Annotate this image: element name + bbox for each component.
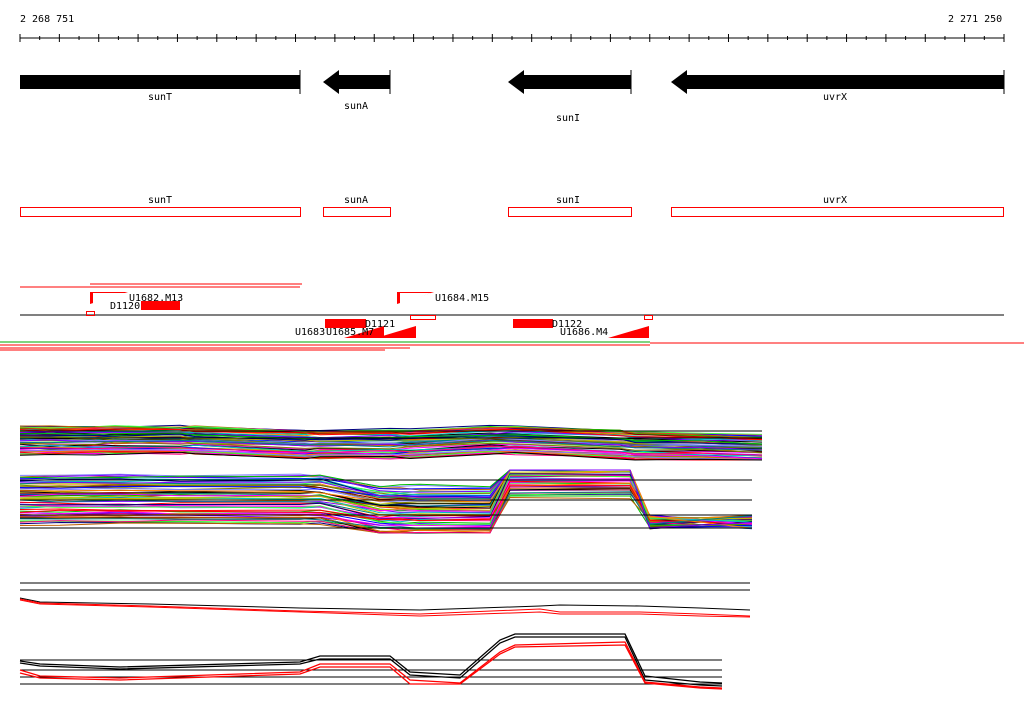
feature-label-U1683: U1683 [295, 327, 326, 338]
gene-label-sunA: sunA [344, 101, 369, 112]
feature-triangle [376, 326, 416, 338]
feature-block-D1120 [141, 301, 180, 310]
feature-label-D1120: D1120 [110, 301, 141, 312]
profile-line [19, 448, 763, 461]
gene-model-track [20, 207, 1004, 217]
gene-model-box-sunI [508, 207, 632, 217]
feature-label-U1684-M15: U1684.M15 [435, 293, 490, 304]
gene-label-sunI: sunI [556, 113, 581, 124]
profile-line [19, 433, 763, 445]
gene-arrow-sunT [20, 75, 300, 89]
profile-line [19, 482, 753, 533]
feature-label-D1122: D1122 [552, 319, 583, 330]
ruler-start-coordinate: 2 268 751 [20, 14, 75, 25]
gene-label-uvrX: uvrX [823, 92, 848, 103]
feature-bracket [325, 319, 334, 324]
gene-model-label-sunI: sunI [556, 195, 581, 206]
profile-line [19, 474, 753, 526]
feature-block-D1122 [513, 319, 553, 328]
feature-triangle-inner [93, 293, 126, 306]
profile-line [19, 439, 763, 451]
profile-line [19, 485, 753, 525]
profile-line [19, 487, 753, 533]
profile-line [19, 445, 763, 456]
profile-line [19, 428, 763, 441]
expression-profile-panel-4 [19, 633, 723, 690]
feature-triangle [608, 326, 649, 338]
gene-arrow-sunI [508, 70, 631, 94]
gene-model-box-sunT [20, 207, 301, 217]
feature-label-D1121: D1121 [365, 319, 396, 330]
profile-line [19, 451, 762, 461]
profile-line [19, 474, 753, 525]
feature-bracket [644, 315, 653, 320]
profile-line [19, 644, 723, 690]
profile-line [19, 485, 753, 526]
profile-line [19, 437, 763, 449]
gene-model-box-uvrX [671, 207, 1004, 217]
feature-label-U1686-M4: U1686.M4 [560, 327, 609, 338]
profile-line [19, 437, 763, 447]
profile-line [19, 478, 753, 524]
gene-model-label-sunT: sunT [148, 195, 173, 206]
gene-arrow-sunA [323, 70, 390, 94]
feature-track [0, 283, 1024, 351]
expression-profile-panel-2 [19, 469, 753, 534]
profile-line [19, 469, 753, 529]
feature-label-U1685-M7: U1685.M7 [326, 327, 375, 338]
feature-triangle-inner [400, 293, 431, 304]
profile-line [19, 443, 763, 453]
profile-line [19, 470, 753, 526]
profile-line [19, 473, 753, 529]
expression-profile-panel-3 [19, 582, 751, 618]
coordinate-ruler [19, 34, 1005, 42]
profile-line [19, 444, 763, 457]
feature-bracket [86, 311, 95, 316]
gene-model-box-sunA [323, 207, 391, 217]
profile-line [19, 426, 763, 439]
profile-line [19, 451, 763, 461]
ruler-end-coordinate: 2 271 250 [948, 14, 1003, 25]
profile-line [19, 633, 723, 684]
gene-arrow-track [20, 70, 1005, 94]
profile-line [19, 426, 763, 440]
profile-line [19, 441, 763, 454]
expression-profile-panel-1 [19, 424, 763, 461]
profile-line [19, 641, 723, 689]
profile-line [19, 599, 751, 618]
profile-line [19, 491, 753, 530]
feature-label-U1682-M13: U1682.M13 [129, 293, 184, 304]
feature-block-D1121 [325, 319, 366, 328]
gene-arrow-uvrX [671, 70, 1004, 94]
gene-label-sunT: sunT [148, 92, 173, 103]
profile-line [19, 636, 723, 687]
feature-triangle [344, 326, 384, 338]
profile-line [19, 598, 751, 617]
gene-model-label-uvrX: uvrX [823, 195, 848, 206]
gene-model-label-sunA: sunA [344, 195, 369, 206]
feature-bracket [410, 315, 436, 320]
profile-line [19, 597, 751, 611]
